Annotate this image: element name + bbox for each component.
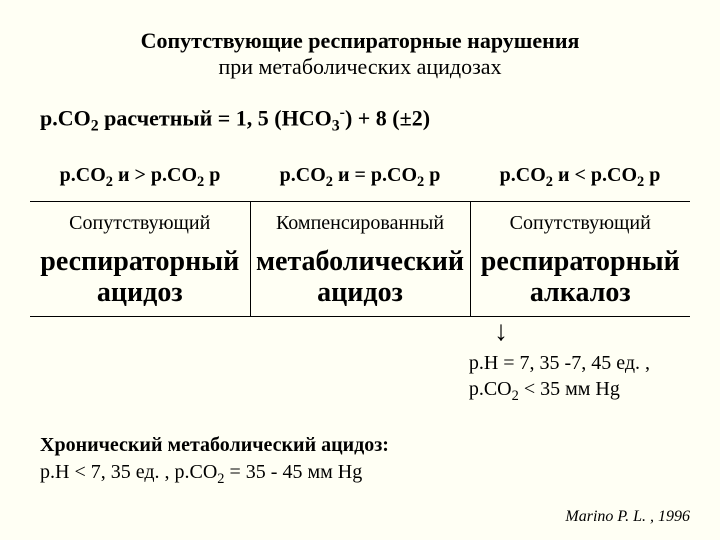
head-c2: р.СО2 и = р.СО2 р	[250, 154, 470, 202]
chronic-title: Хронический метаболический ацидоз:	[40, 434, 389, 456]
head-c1: р.СО2 и > р.СО2 р	[30, 154, 250, 202]
f-p: р.СО	[40, 105, 91, 130]
f-sub2: 3	[332, 118, 340, 135]
annot-l2p: р.СО	[469, 378, 512, 400]
annot-l2t: < 35 мм Нg	[519, 378, 620, 400]
table-row: респираторный ацидоз метаболический ацид…	[30, 241, 690, 317]
head-c3: р.СО2 и < р.СО2 р	[470, 154, 690, 202]
formula: р.СО2 расчетный = 1, 5 (НСО3-) + 8 (±2)	[40, 104, 690, 136]
f-calc: расчетный	[99, 105, 213, 130]
slide: Сопутствующие респираторные нарушения пр…	[0, 0, 720, 540]
table-row: р.СО2 и > р.СО2 р р.СО2 и = р.СО2 р р.СО…	[30, 154, 690, 202]
table-row: Сопутствующий Компенсированный Сопутству…	[30, 201, 690, 241]
chronic-l2t: = 35 - 45 мм Нg	[225, 461, 363, 483]
f-mid1: = 1, 5 (НСО	[212, 105, 331, 130]
comparison-table: р.СО2 и > р.СО2 р р.СО2 и = р.СО2 р р.СО…	[30, 154, 690, 318]
title: Сопутствующие респираторные нарушения	[30, 28, 690, 54]
chronic-l2a: р.Н < 7, 35 ед. , р.СО	[40, 461, 217, 483]
big-c3: респираторный алкалоз	[470, 241, 690, 317]
arrow-down-icon: ↓	[494, 318, 508, 346]
subtitle: при метаболических ацидозах	[30, 54, 690, 80]
f-sub1: 2	[91, 118, 99, 135]
annot-l2s: 2	[512, 388, 519, 404]
citation: Marino P. L. , 1996	[565, 508, 690, 526]
f-tail: 2)	[412, 105, 430, 130]
chronic-block: Хронический метаболический ацидоз: р.Н <…	[40, 432, 389, 489]
chronic-l2s: 2	[217, 471, 224, 487]
mid-c2: Компенсированный	[250, 201, 470, 241]
big-c2: метаболический ацидоз	[250, 241, 470, 317]
annot-l1: р.Н = 7, 35 -7, 45 ед. ,	[469, 352, 650, 374]
mid-c3: Сопутствующий	[470, 201, 690, 241]
f-pm: ±	[400, 105, 412, 130]
big-c1: респираторный ацидоз	[30, 241, 250, 317]
f-mid2: ) + 8 (	[345, 105, 400, 130]
mid-c1: Сопутствующий	[30, 201, 250, 241]
annotation: р.Н = 7, 35 -7, 45 ед. , р.СО2 < 35 мм Н…	[469, 350, 650, 406]
